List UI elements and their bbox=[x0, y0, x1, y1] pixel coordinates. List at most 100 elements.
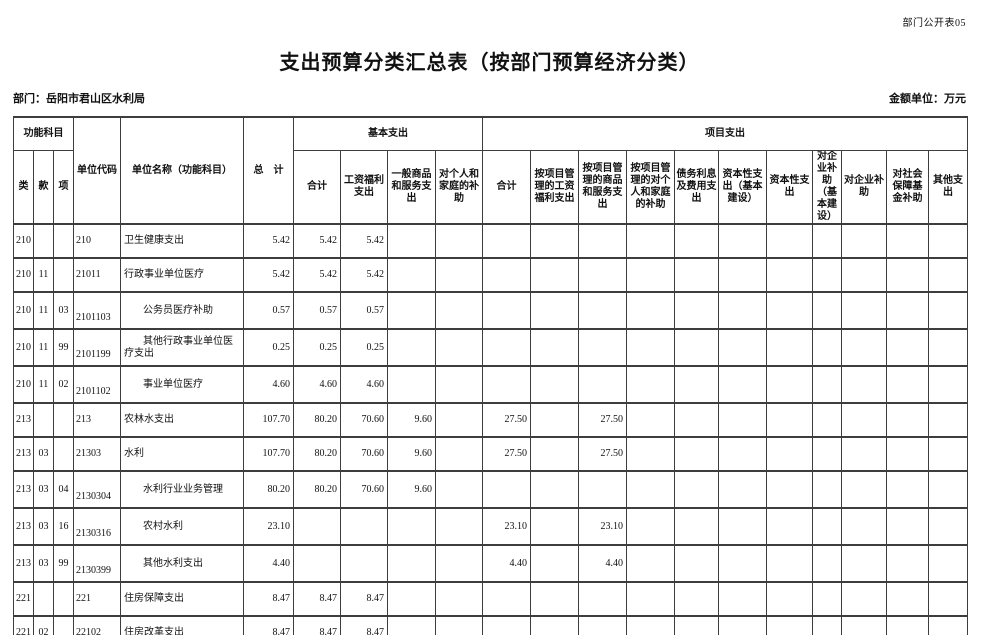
cell-project-0 bbox=[482, 581, 532, 617]
cell-project-2 bbox=[578, 257, 628, 293]
cell-total: 4.40 bbox=[243, 544, 295, 583]
cell-total: 80.20 bbox=[243, 470, 295, 509]
cell-project-9 bbox=[886, 436, 930, 472]
cell-unit-code: 2130304 bbox=[73, 470, 122, 509]
cell-project-0 bbox=[482, 470, 532, 509]
cell-unit-code: 210 bbox=[73, 223, 122, 259]
cell-section: 11 bbox=[33, 365, 54, 404]
header-basic-individual: 对个人和家庭的补助 bbox=[435, 150, 484, 225]
cell-project-3 bbox=[626, 365, 676, 404]
cell-project-6 bbox=[766, 507, 814, 546]
cell-project-1 bbox=[530, 365, 580, 404]
cell-total: 107.70 bbox=[243, 436, 295, 472]
header-project-capital: 资本性支出 bbox=[766, 150, 814, 225]
cell-project-3 bbox=[626, 402, 676, 438]
department-label: 部门：岳阳市君山区水利局 bbox=[13, 93, 145, 105]
cell-project-1 bbox=[530, 615, 580, 635]
header-project-social-security: 对社会保障基金补助 bbox=[886, 150, 930, 225]
cell-project-5 bbox=[718, 581, 768, 617]
cell-basic-2: 9.60 bbox=[387, 470, 437, 509]
cell-unit-code: 213 bbox=[73, 402, 122, 438]
table-header: 功能科目 单位代码 单位名称（功能科目） 总 计 基本支出 项目支出 类 款 项… bbox=[12, 116, 969, 225]
cell-project-7 bbox=[812, 328, 843, 367]
header-total: 总 计 bbox=[243, 116, 295, 225]
header-project-individual: 按项目管理的对个人和家庭的补助 bbox=[626, 150, 676, 225]
table-row: 213 03 99 2130399 其他水利支出 4.40 4.40 4.40 bbox=[13, 544, 969, 583]
table-row: 210 11 02 2101102 事业单位医疗 4.60 4.60 4.60 bbox=[13, 365, 969, 404]
cell-class: 213 bbox=[13, 402, 34, 438]
cell-project-9 bbox=[886, 257, 930, 293]
cell-total: 8.47 bbox=[243, 581, 295, 617]
cell-item: 99 bbox=[52, 328, 75, 367]
cell-project-8 bbox=[841, 402, 888, 438]
cell-unit-code: 2130399 bbox=[73, 544, 122, 583]
cell-project-7 bbox=[812, 365, 843, 404]
cell-basic-1: 0.25 bbox=[340, 328, 389, 367]
cell-project-9 bbox=[886, 470, 930, 509]
cell-basic-0: 0.25 bbox=[293, 328, 342, 367]
cell-class: 210 bbox=[13, 257, 34, 293]
table-row: 210 11 99 2101199 其他行政事业单位医疗支出 0.25 0.25 0.25 bbox=[13, 328, 969, 367]
cell-project-3 bbox=[626, 507, 676, 546]
cell-project-1 bbox=[530, 470, 580, 509]
cell-project-9 bbox=[886, 544, 930, 583]
cell-unit-code: 2130316 bbox=[73, 507, 122, 546]
cell-project-6 bbox=[766, 581, 814, 617]
cell-section: 03 bbox=[33, 470, 54, 509]
cell-basic-0: 0.57 bbox=[293, 291, 342, 330]
cell-project-4 bbox=[674, 291, 720, 330]
cell-basic-1: 4.60 bbox=[340, 365, 389, 404]
cell-project-9 bbox=[886, 223, 930, 259]
cell-basic-2 bbox=[387, 328, 437, 367]
cell-project-8 bbox=[841, 328, 888, 367]
cell-project-9 bbox=[886, 328, 930, 367]
cell-basic-0 bbox=[293, 507, 342, 546]
cell-section: 11 bbox=[33, 291, 54, 330]
cell-basic-2 bbox=[387, 581, 437, 617]
cell-item bbox=[52, 223, 75, 259]
cell-basic-1: 70.60 bbox=[340, 402, 389, 438]
cell-project-6 bbox=[766, 223, 814, 259]
cell-section: 03 bbox=[33, 436, 54, 472]
cell-project-4 bbox=[674, 328, 720, 367]
cell-project-2 bbox=[578, 581, 628, 617]
cell-unit-code: 21011 bbox=[73, 257, 122, 293]
cell-project-8 bbox=[841, 581, 888, 617]
cell-basic-2: 9.60 bbox=[387, 436, 437, 472]
cell-project-5 bbox=[718, 223, 768, 259]
cell-project-0: 4.40 bbox=[482, 544, 532, 583]
cell-class: 213 bbox=[13, 544, 34, 583]
cell-basic-0: 8.47 bbox=[293, 615, 342, 635]
cell-project-0: 27.50 bbox=[482, 402, 532, 438]
cell-basic-2 bbox=[387, 615, 437, 635]
cell-project-1 bbox=[530, 581, 580, 617]
cell-basic-1: 5.42 bbox=[340, 223, 389, 259]
cell-project-2: 27.50 bbox=[578, 402, 628, 438]
cell-item bbox=[52, 436, 75, 472]
cell-section bbox=[33, 581, 54, 617]
cell-project-7 bbox=[812, 291, 843, 330]
cell-project-7 bbox=[812, 507, 843, 546]
cell-project-3 bbox=[626, 581, 676, 617]
table-body: 210 210 卫生健康支出 5.42 5.42 5.42 210 11 21011 行政事业单位… bbox=[13, 223, 969, 635]
header-project-goods: 按项目管理的商品和服务支出 bbox=[578, 150, 628, 225]
header-project-other: 其他支出 bbox=[928, 150, 969, 225]
cell-basic-0 bbox=[293, 544, 342, 583]
cell-project-7 bbox=[812, 544, 843, 583]
cell-section bbox=[33, 223, 54, 259]
cell-basic-3 bbox=[435, 365, 484, 404]
cell-project-3 bbox=[626, 291, 676, 330]
cell-class: 221 bbox=[13, 615, 34, 635]
cell-project-0 bbox=[482, 615, 532, 635]
cell-basic-1: 8.47 bbox=[340, 581, 389, 617]
cell-project-3 bbox=[626, 223, 676, 259]
cell-project-9 bbox=[886, 402, 930, 438]
amount-unit-label: 金额单位：万元 bbox=[889, 93, 966, 105]
cell-project-4 bbox=[674, 544, 720, 583]
cell-project-6 bbox=[766, 291, 814, 330]
cell-section: 03 bbox=[33, 507, 54, 546]
cell-unit-name: 公务员医疗补助 bbox=[120, 291, 245, 330]
doc-label: 部门公开表05 bbox=[902, 18, 966, 29]
cell-project-7 bbox=[812, 615, 843, 635]
cell-basic-3 bbox=[435, 507, 484, 546]
